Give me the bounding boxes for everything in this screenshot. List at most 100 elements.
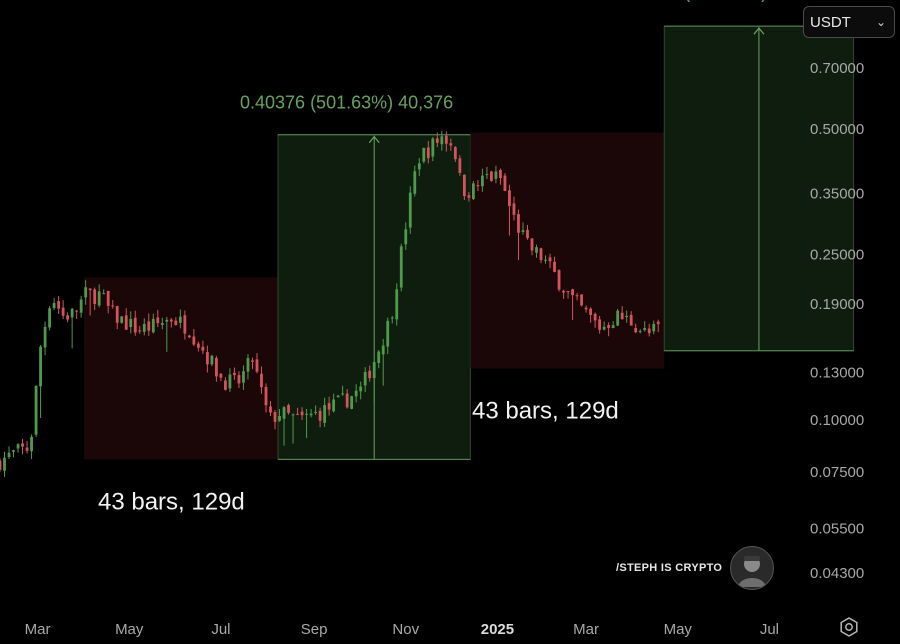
candle-body: [61, 307, 65, 316]
candle-body: [84, 287, 88, 298]
candle: [215, 355, 218, 382]
candle: [106, 290, 110, 314]
candle-body: [652, 323, 656, 332]
candle: [616, 308, 620, 327]
candle-body: [462, 174, 466, 197]
candle-body: [562, 290, 565, 293]
candle: [481, 168, 484, 192]
candle-body: [57, 301, 61, 309]
candle: [602, 321, 606, 331]
settings-gear-icon[interactable]: [838, 616, 860, 638]
candle-body: [278, 415, 281, 421]
candle: [192, 329, 196, 347]
candle: [368, 365, 372, 382]
candle: [129, 311, 133, 334]
candle-body: [246, 358, 250, 372]
candle-body: [629, 314, 633, 326]
candle: [395, 283, 399, 326]
candle-body: [291, 414, 295, 416]
candle-body: [205, 352, 209, 365]
candle: [508, 184, 511, 236]
candle-body: [237, 375, 241, 384]
candle: [625, 310, 629, 323]
candle-body: [350, 396, 354, 409]
candle-body: [260, 373, 263, 388]
candle: [336, 395, 340, 398]
candle-body: [404, 229, 408, 245]
candle: [620, 306, 624, 320]
candle-body: [444, 135, 448, 144]
candle-body: [625, 315, 629, 318]
candle-body: [3, 457, 6, 471]
candle-body: [647, 328, 651, 334]
candle-body: [530, 238, 534, 251]
candle: [169, 317, 173, 328]
candle: [521, 222, 525, 235]
candle-body: [607, 325, 611, 328]
candle-body: [345, 393, 349, 408]
candle-body: [201, 346, 205, 351]
candle-body: [413, 171, 417, 194]
candle-body: [620, 312, 624, 320]
candle-body: [106, 290, 110, 306]
candle: [233, 367, 236, 380]
candle-body: [395, 289, 399, 320]
candle: [440, 130, 444, 151]
candle-body: [377, 351, 381, 363]
candle: [7, 446, 11, 459]
candle: [282, 406, 286, 446]
candle: [643, 321, 647, 332]
candle-body: [634, 327, 638, 333]
candle-body: [449, 143, 453, 146]
candle: [187, 334, 191, 339]
candle: [219, 373, 223, 382]
candle-body: [142, 324, 146, 332]
candle-body: [503, 175, 507, 191]
currency-selector[interactable]: USDT ⌄: [803, 6, 895, 38]
candle-body: [553, 261, 556, 272]
candle-body: [269, 406, 272, 413]
candle-body: [228, 374, 232, 389]
candle: [399, 243, 403, 292]
candle-body: [539, 248, 543, 261]
candle: [417, 158, 421, 177]
candle: [431, 136, 435, 162]
price-range-arrowhead: [753, 27, 765, 35]
date-range-label: 43 bars, 129d: [472, 398, 619, 425]
candle: [584, 305, 588, 313]
candle: [296, 407, 299, 416]
candle-body: [584, 307, 588, 310]
candle: [422, 147, 426, 164]
candle-body: [34, 385, 38, 435]
candle-body: [300, 411, 304, 416]
candle-body: [242, 371, 245, 383]
candle-body: [43, 326, 47, 348]
time-tick-label: 2025: [481, 621, 514, 638]
candle-body: [165, 319, 169, 322]
candle: [305, 408, 308, 438]
candle-body: [16, 444, 20, 449]
candle-body: [169, 319, 173, 322]
candle-body: [426, 147, 430, 159]
candle: [21, 438, 24, 455]
candle: [57, 296, 61, 314]
candle-body: [535, 247, 538, 253]
candle: [224, 377, 227, 391]
time-tick-label: Mar: [573, 621, 599, 638]
candle: [318, 407, 322, 428]
candle-body: [548, 257, 552, 262]
candle-body: [422, 147, 426, 162]
candle-body: [490, 171, 493, 181]
candle-body: [12, 450, 15, 452]
candle-body: [571, 289, 574, 296]
candle: [165, 316, 169, 352]
candle: [3, 451, 6, 478]
price-range-label: 0.40376 (501.63%) 40,376: [240, 93, 453, 113]
candle-body: [282, 407, 286, 419]
candle: [0, 458, 2, 472]
candle: [562, 289, 565, 299]
candle-body: [314, 411, 317, 413]
candle-body: [160, 323, 164, 325]
candle: [25, 440, 29, 454]
